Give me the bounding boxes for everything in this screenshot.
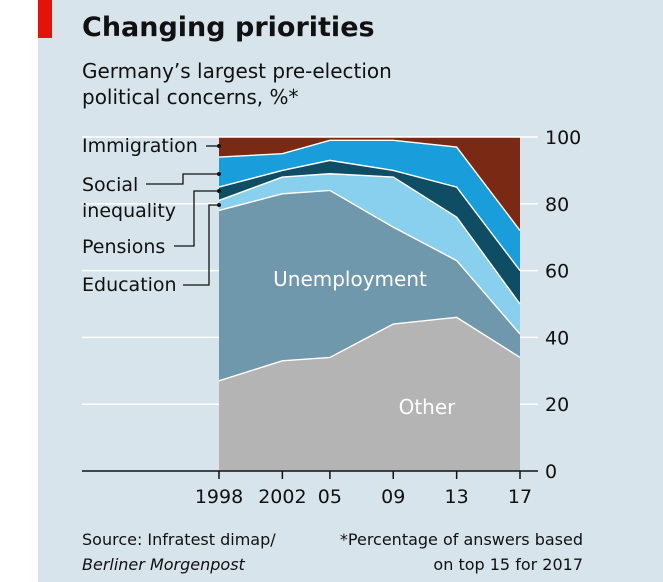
boundary-pensions [218,159,521,272]
y-tick-label-60: 60 [545,261,569,283]
leader-dot [217,203,221,207]
source-line-1: Source: Infratest dimap/ [82,530,276,549]
label-social-line-1: Social [82,174,138,196]
area-social-inequality [219,140,520,271]
axes [82,470,538,479]
x-tick-label-05: 05 [318,486,342,508]
area-pensions [219,160,520,304]
y-tick-labels: 0 20 40 60 80 100 [545,127,581,483]
label-other: Other [399,395,457,419]
area-layers [219,137,520,471]
label-leader-lines [146,144,221,286]
chart-subtitle-line-1: Germany’s largest pre-election [82,59,392,83]
leader-pensions [174,190,219,247]
left-labels: Immigration Social inequality Pensions E… [82,135,198,296]
y-tick-label-80: 80 [545,194,569,216]
area-boundaries [218,136,521,382]
x-tick-label-09: 09 [381,486,405,508]
chart-subtitle-line-2: political concerns, %* [82,85,299,109]
brand-tag [38,0,52,38]
label-education: Education [82,274,177,296]
area-other [219,317,520,471]
y-tick-label-20: 20 [545,394,569,416]
y-tick-label-100: 100 [545,127,581,149]
label-immigration: Immigration [82,135,198,157]
x-tick-label-17: 17 [508,486,532,508]
x-tick-label-13: 13 [445,486,469,508]
leader-dot [217,172,221,176]
x-tick-labels: 1998 2002 05 09 13 17 [195,486,532,508]
source-publication: Berliner Morgenpost [82,555,246,574]
y-tick-label-40: 40 [545,327,569,349]
leader-education [183,204,219,286]
boundary-unemployment [218,189,521,335]
y-tick-label-0: 0 [545,461,557,483]
x-tick-label-1998: 1998 [195,486,243,508]
footnote-line-2: on top 15 for 2017 [433,555,583,574]
leader-dot [217,189,221,193]
x-tick-label-2002: 2002 [258,486,306,508]
boundary-social-inequality [218,139,521,231]
footnote-line-1: *Percentage of answers based [340,530,583,549]
chart-title: Changing priorities [82,12,375,43]
boundary-other [218,316,521,382]
area-education [219,173,520,335]
boundary-education [218,173,521,305]
leader-social-inequality [146,173,219,185]
leader-dot [217,144,221,148]
label-unemployment: Unemployment [273,267,427,291]
label-pensions: Pensions [82,236,165,258]
area-unemployment [219,190,520,381]
label-social-line-2: inequality [82,200,176,222]
area-immigration [219,137,520,231]
